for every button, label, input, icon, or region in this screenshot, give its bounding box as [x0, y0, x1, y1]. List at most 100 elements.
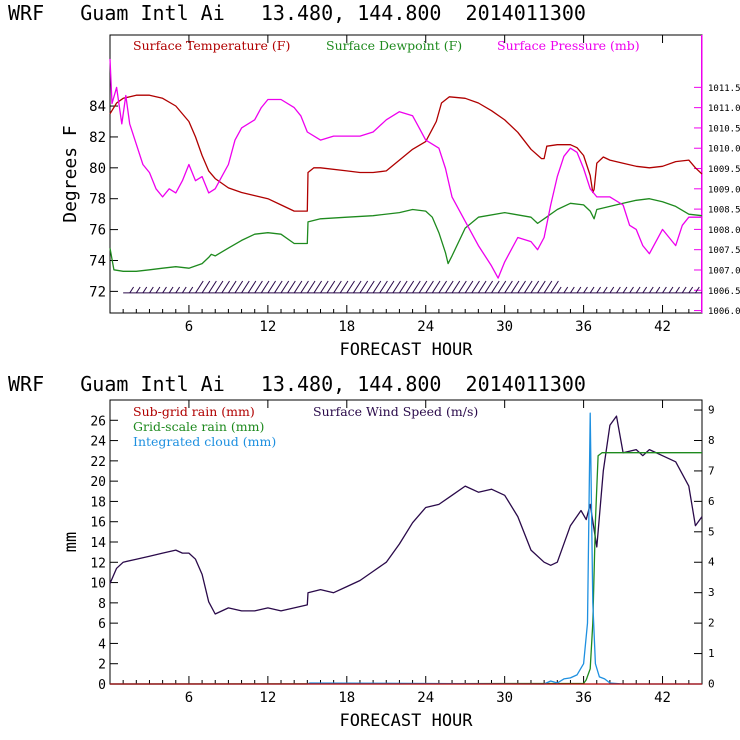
top-x-tick-label: 42	[654, 319, 671, 335]
top-y2-tick-label: 1006.5	[708, 287, 740, 297]
top-y2-tick-label: 1007.5	[708, 246, 740, 256]
wind-barb	[195, 280, 204, 294]
bottom-y-tick-label: 0	[98, 678, 106, 693]
wind-barb	[648, 286, 654, 294]
wind-barb	[451, 280, 461, 294]
wind-barb	[313, 280, 323, 294]
wind-barb	[234, 280, 244, 294]
top-x-tick-label: 18	[338, 319, 355, 335]
bottom-x-tick-label: 30	[496, 690, 513, 706]
top-y-tick-label: 76	[89, 223, 106, 239]
bottom-y-tick-label: 6	[98, 617, 106, 632]
wind-barb	[385, 280, 395, 294]
top-y2-tick-label: 1007.0	[708, 266, 740, 276]
wind-barb	[280, 280, 290, 294]
temperature-panel: WRF Guam Intl Ai 13.480, 144.800 2014011…	[8, 1, 740, 360]
top-y2-tick-label: 1009.0	[708, 185, 740, 195]
wind-barb	[583, 286, 588, 294]
bottom-y-tick-label: 26	[90, 414, 106, 429]
bottom-y-tick-label: 18	[90, 495, 106, 510]
bottom-y2-tick-label: 6	[708, 495, 715, 508]
wind-barb	[412, 280, 421, 294]
wind-barb	[155, 286, 161, 294]
wind-barb	[523, 280, 533, 294]
top-y-tick-label: 78	[89, 192, 106, 208]
surface-dewpoint-f-line	[109, 198, 703, 272]
wind-barb	[359, 280, 369, 294]
wind-barb	[622, 286, 628, 294]
wind-barb	[570, 286, 575, 294]
wind-barb	[635, 286, 641, 294]
top-y2-axis: 1006.0 1006.5 1007.0 1007.5 1008.0 1008.5 1009…	[694, 84, 740, 317]
integrated-cloud-mm-line	[110, 412, 702, 685]
wind-barb	[629, 286, 634, 294]
wind-barb	[477, 280, 487, 294]
wind-barb	[320, 280, 329, 294]
wind-barb	[484, 280, 494, 294]
wind-barb	[464, 280, 474, 294]
wind-barb	[372, 280, 382, 294]
bottom-y-tick-label: 10	[90, 577, 106, 592]
top-y2-tick-label: 1008.5	[708, 206, 740, 216]
wind-barb	[333, 280, 342, 294]
wind-barb	[129, 286, 135, 294]
wind-barb	[668, 286, 674, 294]
top-x-axis-label: FORECAST HOUR	[339, 340, 473, 360]
top-y-tick-label: 84	[89, 99, 106, 115]
top-chart-title: WRF Guam Intl Ai 13.480, 144.800 2014011…	[8, 1, 586, 25]
wind-barb	[445, 280, 454, 294]
wind-barb	[556, 286, 562, 294]
wind-barb	[431, 280, 441, 294]
wind-barb	[201, 280, 211, 294]
wind-barb	[142, 286, 148, 294]
wind-barb	[681, 286, 687, 294]
wind-barb	[616, 286, 621, 294]
wind-barb	[563, 286, 569, 294]
legend-subgrid-rain: Sub-grid rain (mm)	[133, 404, 255, 419]
wind-barb	[504, 280, 513, 294]
wind-barb	[366, 280, 375, 294]
wind-barb	[181, 286, 187, 294]
bottom-y2-tick-label: 0	[708, 678, 715, 691]
legend-surface-temperature: Surface Temperature (F)	[133, 38, 290, 53]
top-y2-tick-label: 1010.0	[708, 145, 740, 155]
bottom-x-tick-label: 36	[575, 690, 592, 706]
bottom-y-tick-label: 24	[90, 435, 106, 450]
wind-barb	[497, 280, 507, 294]
wind-barb	[274, 280, 283, 294]
top-y-axis: 72 74 76 78 80 82 84	[89, 99, 118, 300]
wind-barb	[346, 280, 355, 294]
wind-barb	[543, 280, 553, 294]
wind-barb	[247, 280, 257, 294]
wind-barb	[609, 286, 615, 294]
top-y2-tick-label: 1009.5	[708, 165, 740, 175]
bottom-y-axis-label: mm	[61, 532, 81, 552]
wind-barb	[425, 280, 434, 294]
wind-barb	[655, 286, 661, 294]
wind-barb	[405, 280, 415, 294]
bottom-x-tick-label: 12	[259, 690, 276, 706]
precipitation-panel: WRF Guam Intl Ai 13.480, 144.800 2014011…	[8, 372, 715, 731]
wind-barb	[688, 286, 694, 294]
wind-barb	[471, 280, 480, 294]
wind-barb	[576, 286, 582, 294]
wind-barb	[418, 280, 428, 294]
top-x-axis: 6 12 18 24 30 36 42	[122, 35, 690, 335]
wind-barb	[550, 280, 559, 294]
bottom-y2-axis: 0 1 2 3 4 5 6 7 8 9	[694, 404, 715, 691]
wind-barb	[392, 280, 401, 294]
wind-barb	[300, 280, 309, 294]
top-y-tick-label: 74	[89, 253, 106, 269]
wind-barb	[254, 280, 263, 294]
wind-barb	[662, 286, 667, 294]
wind-barb	[175, 286, 181, 294]
wind-barb	[208, 280, 217, 294]
bottom-y2-tick-label: 7	[708, 464, 715, 477]
bottom-x-tick-label: 18	[338, 690, 355, 706]
bottom-y-tick-label: 8	[98, 597, 106, 612]
wind-barb	[589, 286, 595, 294]
bottom-y-tick-label: 22	[90, 455, 106, 470]
wind-barb	[458, 280, 467, 294]
bottom-y2-tick-label: 9	[708, 404, 715, 417]
